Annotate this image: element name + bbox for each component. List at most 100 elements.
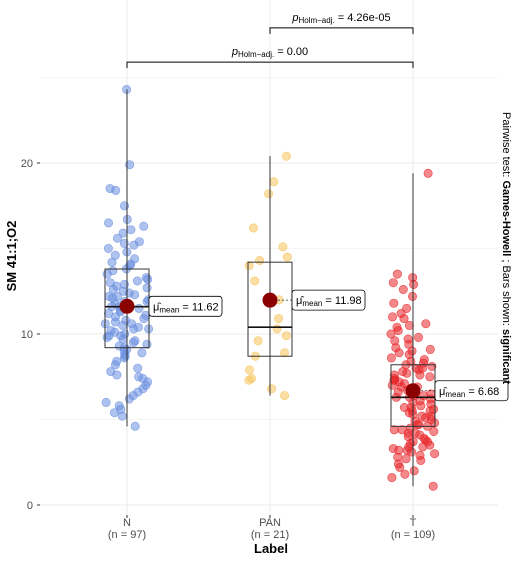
side-note-test: Games-Howell: [500, 180, 512, 256]
data-point: [430, 449, 440, 459]
data-point: [133, 363, 143, 373]
data-point: [399, 314, 409, 324]
data-point: [129, 324, 139, 334]
data-point: [387, 312, 397, 322]
data-point: [398, 284, 408, 294]
data-point: [102, 332, 112, 342]
comparisons-layer: pHolm−adj. = 0.00 pHolm−adj. = 4.26e-05: [126, 12, 414, 69]
data-point: [139, 314, 149, 324]
data-point: [401, 454, 411, 464]
data-point: [130, 290, 140, 300]
data-point: [394, 348, 404, 358]
x-tick-label: N: [123, 517, 131, 529]
data-point: [253, 336, 263, 346]
data-point: [142, 283, 152, 293]
data-point: [101, 397, 111, 407]
data-point: [103, 244, 113, 254]
group-n: μ̂mean = 11.62: [100, 85, 223, 431]
data-point: [411, 363, 421, 373]
data-point: [244, 375, 254, 385]
data-point: [281, 331, 291, 341]
x-axis-title: Label: [254, 541, 288, 556]
y-axis: 0 10 20: [21, 158, 40, 512]
data-point: [416, 455, 426, 465]
x-tick-n-label: (n = 97): [108, 529, 146, 541]
data-point: [386, 329, 396, 339]
data-point: [129, 338, 139, 348]
data-point: [402, 368, 412, 378]
x-tick-n-label: (n = 109): [391, 529, 435, 541]
data-point: [409, 466, 419, 476]
data-point: [107, 257, 117, 267]
data-point: [386, 353, 396, 363]
side-note-prefix: Pairwise test:: [500, 112, 512, 180]
data-point: [118, 320, 128, 330]
data-point: [245, 365, 255, 375]
y-tick-label: 10: [21, 329, 33, 341]
data-point: [112, 281, 122, 291]
data-point: [413, 332, 423, 342]
mean-label: μ̂mean = 11.62: [153, 301, 219, 314]
data-point: [394, 445, 404, 455]
data-point: [110, 360, 120, 370]
data-point: [387, 473, 397, 483]
data-point: [404, 442, 414, 452]
data-point: [104, 218, 114, 228]
side-note: Pairwise test: Games-Howell ; Bars shown…: [500, 112, 512, 384]
data-point: [428, 481, 438, 491]
data-point: [423, 168, 433, 178]
data-point: [426, 411, 436, 421]
data-point: [264, 189, 274, 199]
data-point: [393, 387, 403, 397]
data-point: [422, 437, 432, 447]
comparison-label: pHolm−adj. = 0.00: [231, 46, 308, 59]
data-point: [110, 317, 120, 327]
data-point: [404, 320, 414, 330]
data-point: [267, 384, 277, 394]
data-point: [129, 240, 139, 250]
data-point: [104, 291, 114, 301]
data-point: [274, 314, 284, 324]
group-t: μ̂mean = 6.68: [386, 168, 509, 491]
data-point: [134, 303, 144, 313]
data-point: [244, 261, 254, 271]
data-point: [425, 344, 435, 354]
data-point: [126, 225, 136, 235]
data-point: [282, 252, 292, 262]
y-axis-title: SM 41:1;O2: [4, 221, 19, 292]
data-point: [137, 348, 147, 358]
mean-label: μ̂mean = 11.98: [296, 295, 362, 308]
data-point: [102, 269, 112, 279]
mean-marker: [405, 383, 421, 399]
mean-label-box: [148, 295, 223, 317]
comparison-bracket: [126, 61, 414, 69]
data-point: [125, 160, 135, 170]
data-point: [390, 375, 400, 385]
mean-marker: [262, 292, 278, 308]
side-note-middle: ; Bars shown:: [500, 256, 512, 329]
box: [247, 261, 293, 357]
group-pan: μ̂mean = 11.98: [244, 151, 366, 401]
data-point: [429, 426, 439, 436]
x-tick-label: PAN: [259, 517, 281, 529]
x-axis: N(n = 97) PAN(n = 21) T(n = 109): [108, 515, 435, 541]
groups-layer: μ̂mean = 11.62 μ̂mean = 11.98 μ̂mean = 6.6…: [100, 85, 509, 491]
data-point: [272, 324, 282, 334]
data-point: [111, 185, 121, 195]
data-point: [249, 223, 259, 233]
data-point: [124, 394, 134, 404]
data-point: [393, 326, 403, 336]
data-point: [116, 331, 126, 341]
comparison-bracket: [269, 27, 414, 34]
data-point: [403, 334, 413, 344]
data-point: [409, 279, 419, 289]
y-tick-label: 20: [21, 158, 33, 170]
data-point: [400, 469, 410, 479]
data-point: [425, 372, 435, 382]
data-point: [281, 151, 291, 161]
data-point: [278, 242, 288, 252]
data-point: [402, 303, 412, 313]
data-point: [250, 276, 260, 286]
side-note-which: significant: [500, 329, 512, 384]
